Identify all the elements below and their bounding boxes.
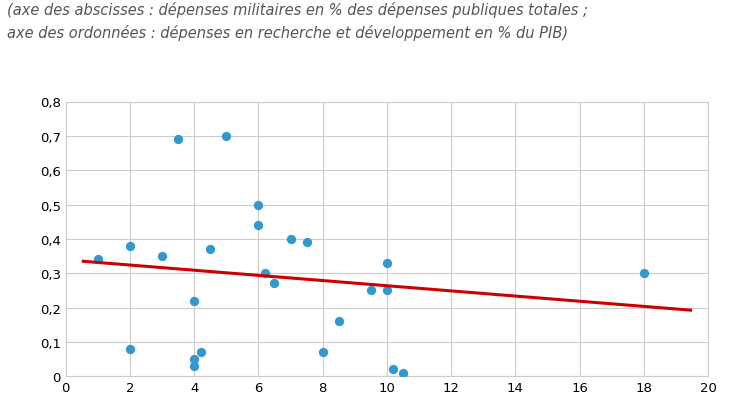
Point bbox=[397, 370, 409, 376]
Point bbox=[381, 288, 393, 294]
Point bbox=[253, 222, 264, 229]
Point bbox=[381, 260, 393, 267]
Point bbox=[188, 363, 200, 369]
Point bbox=[638, 270, 650, 277]
Point bbox=[333, 318, 345, 325]
Point bbox=[220, 133, 232, 140]
Point bbox=[259, 270, 271, 277]
Point bbox=[269, 281, 280, 287]
Point bbox=[188, 356, 200, 362]
Point bbox=[253, 202, 264, 208]
Point bbox=[285, 236, 296, 243]
Point bbox=[124, 243, 136, 249]
Point bbox=[156, 253, 168, 260]
Point bbox=[388, 366, 399, 373]
Point bbox=[124, 346, 136, 352]
Text: (axe des abscisses : dépenses militaires en % des dépenses publiques totales ;
a: (axe des abscisses : dépenses militaires… bbox=[7, 2, 588, 40]
Point bbox=[188, 298, 200, 304]
Point bbox=[204, 246, 216, 253]
Point bbox=[172, 137, 184, 143]
Point bbox=[92, 256, 104, 263]
Point bbox=[301, 239, 312, 246]
Point bbox=[317, 349, 328, 355]
Point bbox=[365, 288, 377, 294]
Point bbox=[195, 349, 207, 355]
